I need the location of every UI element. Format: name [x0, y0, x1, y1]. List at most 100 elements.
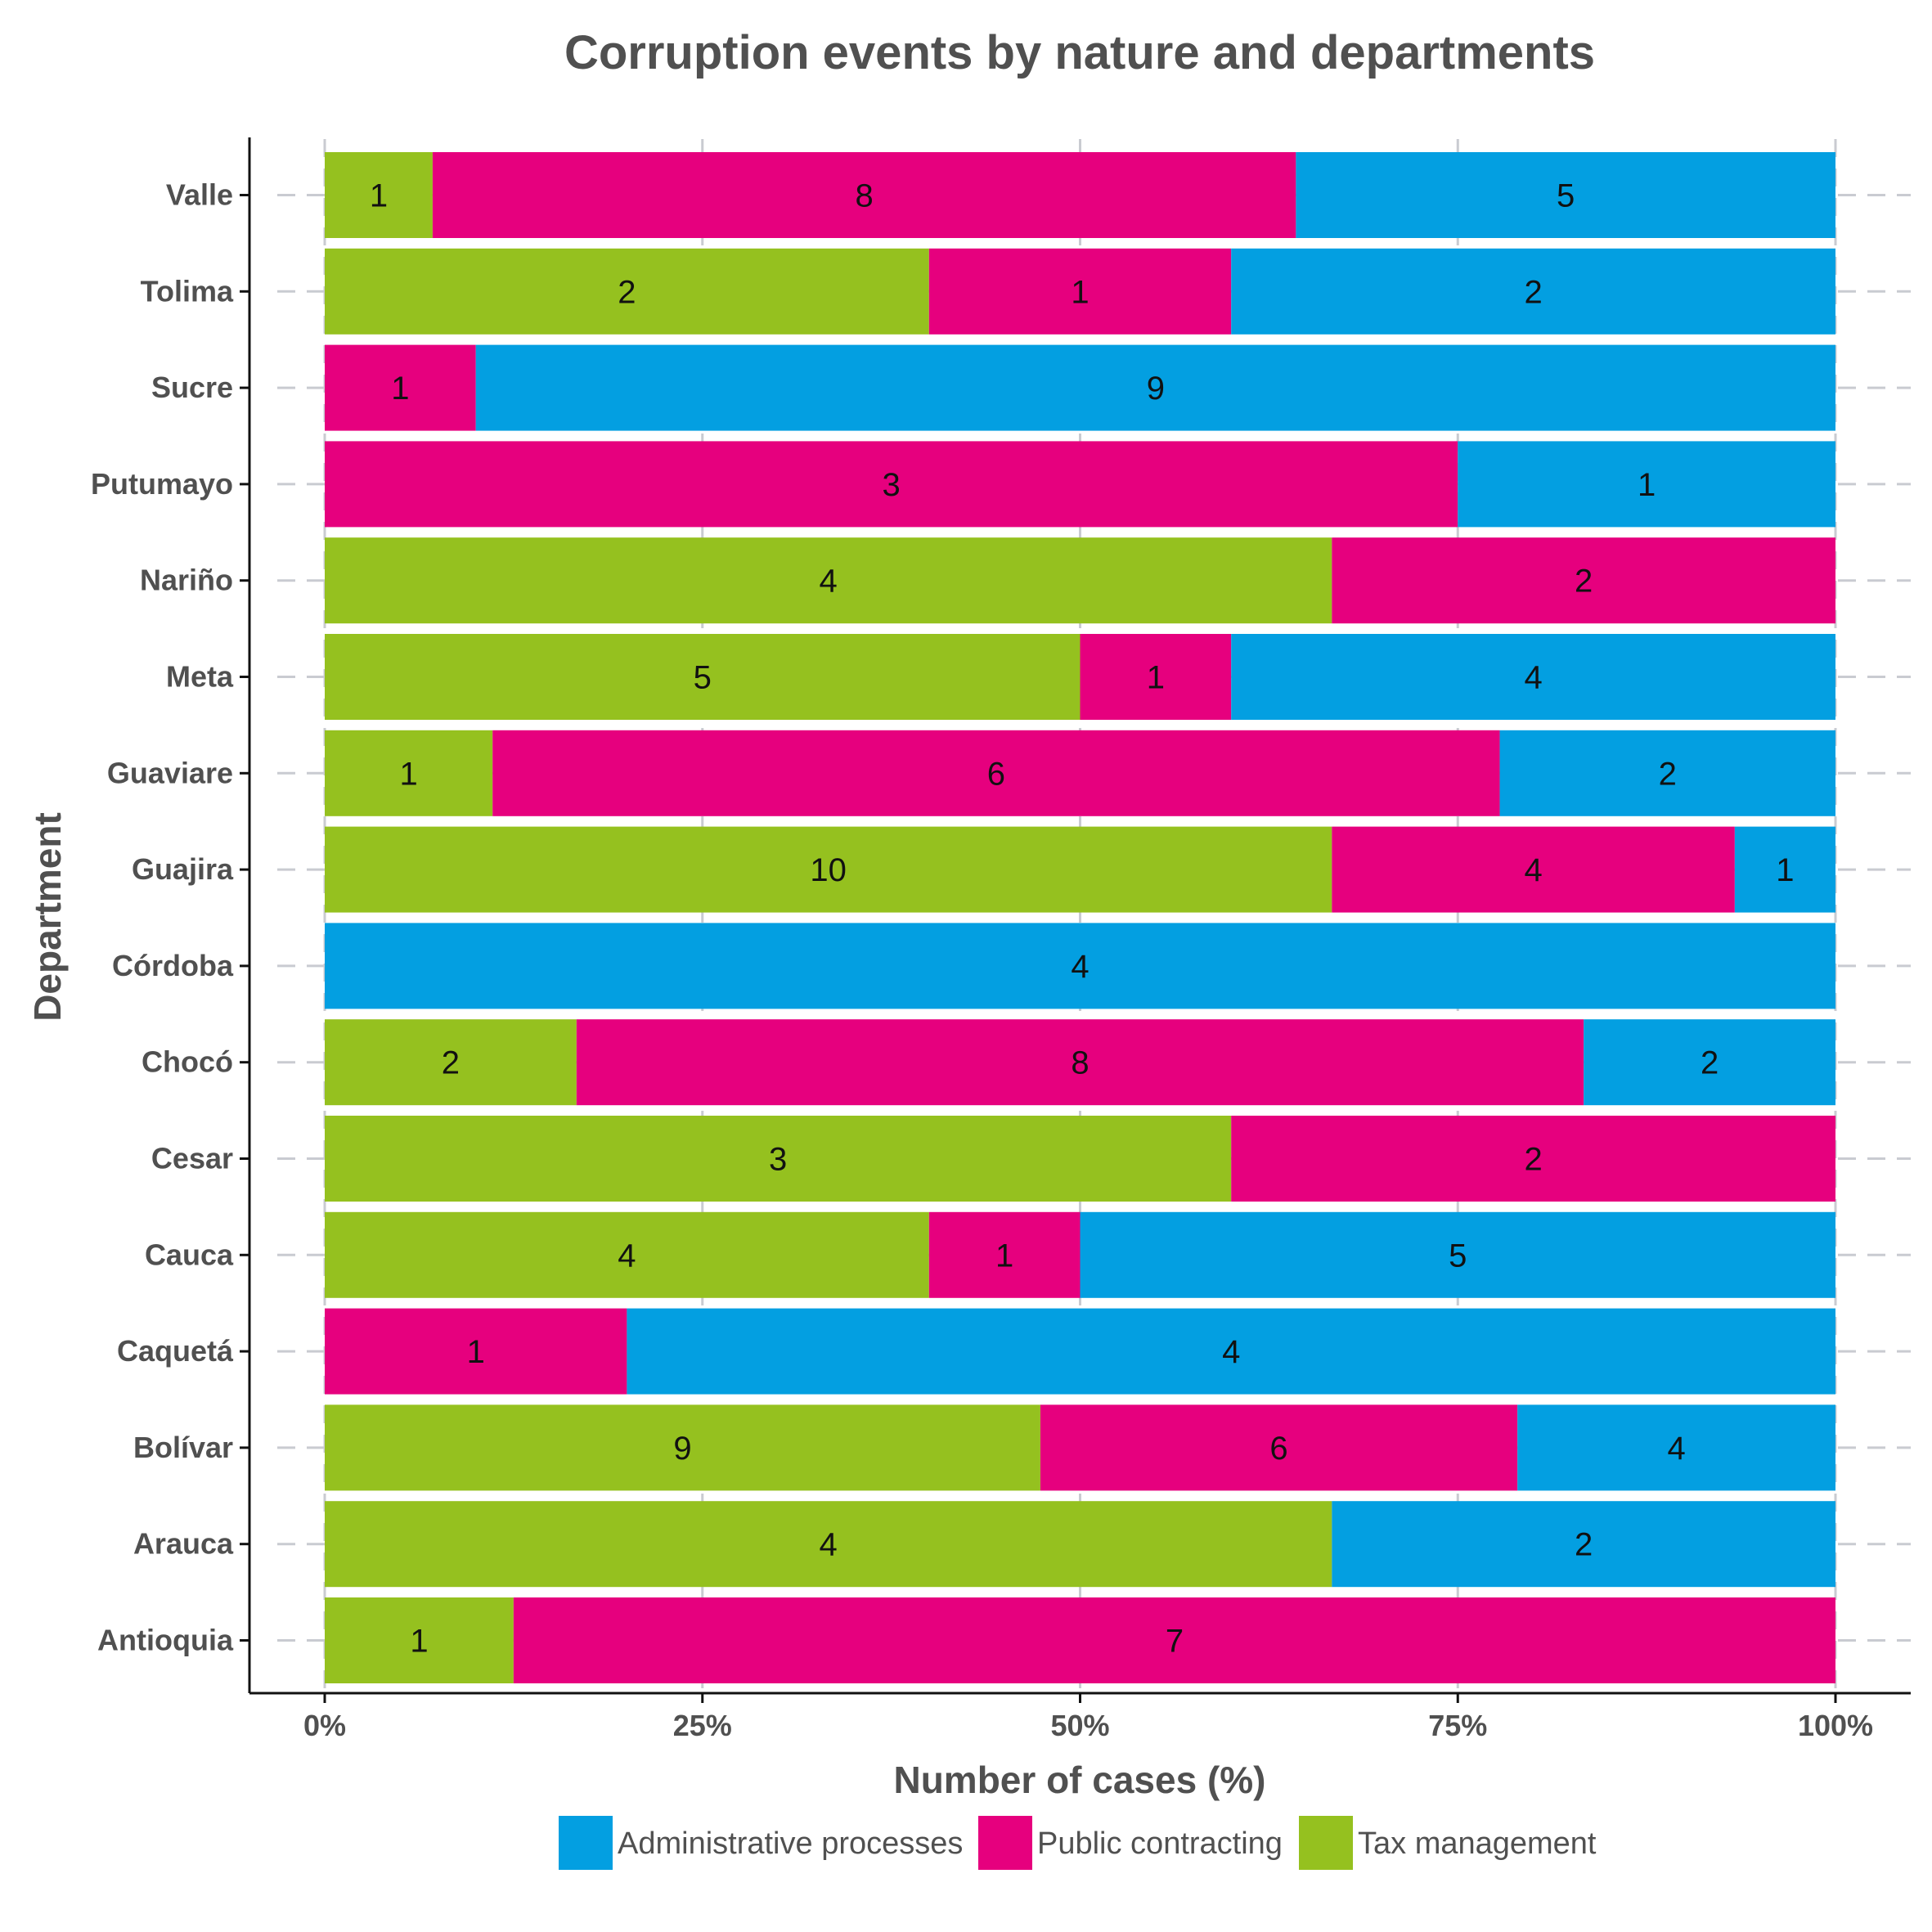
y-tick-label-cesar: Cesar: [151, 1142, 233, 1175]
bar-label-sucre-public-contracting: 1: [391, 371, 409, 407]
y-tick-label-tolima: Tolima: [141, 274, 234, 308]
bar-tolima-public-contracting: [928, 248, 1232, 335]
bar-guaviare-tax-management: [325, 730, 493, 816]
y-tick-label-choco: Chocó: [142, 1045, 233, 1079]
bar-antioquia-public-contracting: [513, 1597, 1835, 1683]
bar-label-putumayo-public-contracting: 3: [883, 467, 901, 503]
bars-layer: 1 8 5 2 1 2 1 9 3 1 4 2 5 1 4 1 6 2 10 4 1 4 2 8 2 3 2 4 1 5 1 4 9 6 4 4 2 1 7: [325, 152, 1836, 1683]
bar-label-choco-tax-management: 2: [442, 1045, 460, 1081]
bar-label-tolima-tax-management: 2: [618, 274, 636, 310]
bar-label-cauca-tax-management: 4: [618, 1238, 636, 1274]
bar-label-arauca-administrative-processes: 2: [1575, 1527, 1593, 1563]
x-axis-title: Number of cases (%): [893, 1759, 1265, 1801]
bar-sucre-administrative-processes: [475, 344, 1836, 431]
bar-label-choco-administrative-processes: 2: [1701, 1045, 1719, 1081]
bar-label-narino-public-contracting: 2: [1575, 564, 1593, 600]
bar-label-cordoba-administrative-processes: 4: [1071, 949, 1089, 985]
y-tick-label-narino: Nariño: [140, 564, 233, 597]
bar-guaviare-administrative-processes: [1499, 730, 1835, 816]
y-tick-label-bolivar: Bolívar: [133, 1431, 233, 1464]
bar-label-caqueta-public-contracting: 1: [467, 1334, 485, 1370]
bar-label-narino-tax-management: 4: [820, 564, 838, 600]
bar-cesar-tax-management: [325, 1116, 1232, 1202]
bar-cauca-tax-management: [325, 1211, 929, 1298]
bar-narino-public-contracting: [1332, 537, 1835, 624]
bar-label-antioquia-tax-management: 1: [410, 1624, 428, 1660]
y-tick-label-cordoba: Córdoba: [112, 949, 234, 982]
bar-label-tolima-administrative-processes: 2: [1524, 274, 1542, 310]
y-tick-label-valle: Valle: [166, 178, 233, 212]
bar-narino-tax-management: [325, 537, 1332, 624]
bar-bolivar-tax-management: [325, 1404, 1040, 1491]
x-tick-label-2: 50%: [1050, 1709, 1109, 1742]
bar-caqueta-administrative-processes: [627, 1308, 1835, 1395]
chart-title: Corruption events by nature and departme…: [564, 26, 1595, 79]
axes-layer: Valle Tolima Sucre Putumayo Nariño Meta Guavia…: [91, 137, 1911, 1742]
bar-bolivar-public-contracting: [1040, 1404, 1518, 1491]
bar-meta-administrative-processes: [1231, 634, 1835, 720]
bar-label-putumayo-administrative-processes: 1: [1638, 467, 1656, 503]
y-tick-label-arauca: Arauca: [133, 1527, 234, 1561]
bar-valle-administrative-processes: [1296, 152, 1835, 238]
bar-label-caqueta-administrative-processes: 4: [1222, 1334, 1240, 1370]
bar-arauca-tax-management: [325, 1501, 1332, 1588]
x-tick-label-0: 0%: [303, 1709, 346, 1742]
bar-label-cauca-public-contracting: 1: [995, 1238, 1013, 1274]
bar-label-valle-public-contracting: 8: [856, 178, 874, 214]
bar-guajira-administrative-processes: [1734, 826, 1835, 913]
bar-label-guajira-administrative-processes: 1: [1776, 852, 1794, 888]
bar-bolivar-administrative-processes: [1517, 1404, 1835, 1491]
bar-choco-administrative-processes: [1584, 1019, 1835, 1106]
bar-label-guaviare-tax-management: 1: [399, 756, 417, 792]
bar-label-bolivar-administrative-processes: 4: [1667, 1431, 1685, 1467]
bar-choco-tax-management: [325, 1019, 577, 1106]
x-tick-label-3: 75%: [1428, 1709, 1487, 1742]
legend-label-public-contracting: Public contracting: [1037, 1826, 1283, 1861]
bar-label-arauca-tax-management: 4: [820, 1527, 838, 1563]
bar-meta-tax-management: [325, 634, 1081, 720]
bar-caqueta-public-contracting: [325, 1308, 627, 1395]
bar-tolima-administrative-processes: [1231, 248, 1835, 335]
bar-cordoba-administrative-processes: [325, 923, 1835, 1009]
legend-key-tax-management: [1299, 1816, 1353, 1870]
bar-guajira-tax-management: [325, 826, 1332, 913]
bar-putumayo-public-contracting: [325, 441, 1458, 528]
bar-label-meta-public-contracting: 1: [1147, 660, 1165, 696]
bar-cauca-administrative-processes: [1080, 1211, 1835, 1298]
legend-key-administrative-processes: [559, 1816, 613, 1870]
bar-label-antioquia-public-contracting: 7: [1166, 1624, 1184, 1660]
bar-valle-tax-management: [325, 152, 433, 238]
y-tick-label-sucre: Sucre: [151, 371, 233, 404]
bar-cesar-public-contracting: [1231, 1116, 1835, 1202]
y-tick-label-putumayo: Putumayo: [91, 467, 233, 501]
bar-antioquia-tax-management: [325, 1597, 514, 1683]
y-tick-label-cauca: Cauca: [145, 1238, 234, 1271]
bar-label-cesar-public-contracting: 2: [1524, 1142, 1542, 1178]
bar-label-cauca-administrative-processes: 5: [1449, 1238, 1467, 1274]
y-tick-label-meta: Meta: [166, 660, 234, 694]
bar-label-guaviare-administrative-processes: 2: [1659, 756, 1677, 792]
bar-label-guaviare-public-contracting: 6: [987, 756, 1005, 792]
bar-label-bolivar-public-contracting: 6: [1269, 1431, 1287, 1467]
bar-sucre-public-contracting: [325, 344, 476, 431]
legend: Administrative processes Public contracti…: [559, 1816, 1597, 1870]
bar-arauca-administrative-processes: [1332, 1501, 1835, 1588]
bar-label-choco-public-contracting: 8: [1071, 1045, 1089, 1081]
bar-choco-public-contracting: [576, 1019, 1584, 1106]
x-tick-label-1: 25%: [673, 1709, 732, 1742]
y-tick-label-antioquia: Antioquia: [97, 1624, 234, 1657]
bar-label-guajira-public-contracting: 4: [1524, 852, 1542, 888]
x-tick-label-4: 100%: [1798, 1709, 1873, 1742]
bar-label-cesar-tax-management: 3: [769, 1142, 787, 1178]
y-tick-label-guaviare: Guaviare: [107, 756, 233, 789]
bar-label-valle-tax-management: 1: [370, 178, 388, 214]
bar-cauca-public-contracting: [928, 1211, 1081, 1298]
bar-valle-public-contracting: [432, 152, 1296, 238]
bar-label-valle-administrative-processes: 5: [1557, 178, 1575, 214]
legend-label-tax-management: Tax management: [1358, 1826, 1597, 1861]
bar-label-sucre-administrative-processes: 9: [1147, 371, 1165, 407]
bar-guaviare-public-contracting: [492, 730, 1500, 816]
y-axis-title: Department: [26, 812, 69, 1022]
